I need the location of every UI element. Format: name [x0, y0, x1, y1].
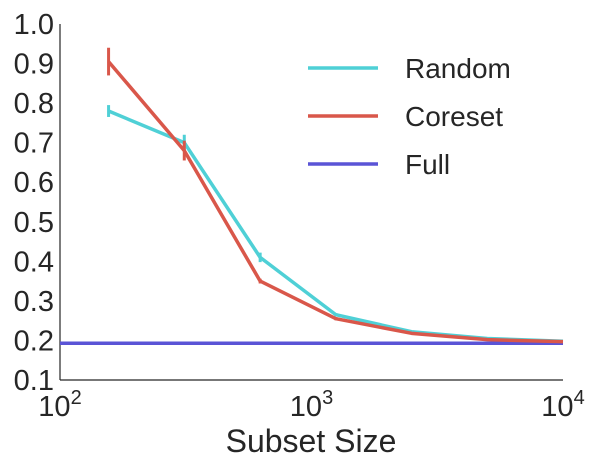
legend-item-full: Full: [308, 149, 450, 180]
y-axis-ticks: 0.1 0.2 0.3 0.4 0.5 0.6 0.7 0.8 0.9 1.0: [14, 9, 54, 397]
legend-label-random: Random: [405, 53, 511, 84]
y-tick-label: 0.6: [14, 167, 54, 199]
y-tick-label: 0.9: [14, 49, 54, 81]
series-line-random: [107, 109, 564, 343]
legend-item-coreset: Coreset: [308, 101, 503, 132]
legend: Random Coreset Full: [308, 53, 511, 180]
y-tick-label: 0.4: [14, 246, 54, 278]
x-axis-ticks: 102 103 104: [38, 387, 584, 423]
x-tick-label: 102: [38, 387, 81, 423]
x-tick-label: 104: [541, 387, 584, 423]
legend-item-random: Random: [308, 53, 511, 84]
y-tick-label: 0.7: [14, 128, 54, 160]
series-coreset: [107, 47, 564, 344]
y-tick-label: 0.8: [14, 88, 54, 120]
y-tick-label: 1.0: [14, 9, 54, 41]
y-tick-label: 0.5: [14, 207, 54, 239]
plot-area: [59, 24, 564, 381]
y-tick-label: 0.1: [14, 365, 54, 397]
y-tick-label: 0.3: [14, 286, 54, 318]
y-tick-label: 0.2: [14, 325, 54, 357]
x-axis-title: Subset Size: [226, 423, 397, 459]
legend-label-coreset: Coreset: [405, 101, 503, 132]
legend-label-full: Full: [405, 149, 450, 180]
x-tick-label: 103: [290, 387, 333, 423]
